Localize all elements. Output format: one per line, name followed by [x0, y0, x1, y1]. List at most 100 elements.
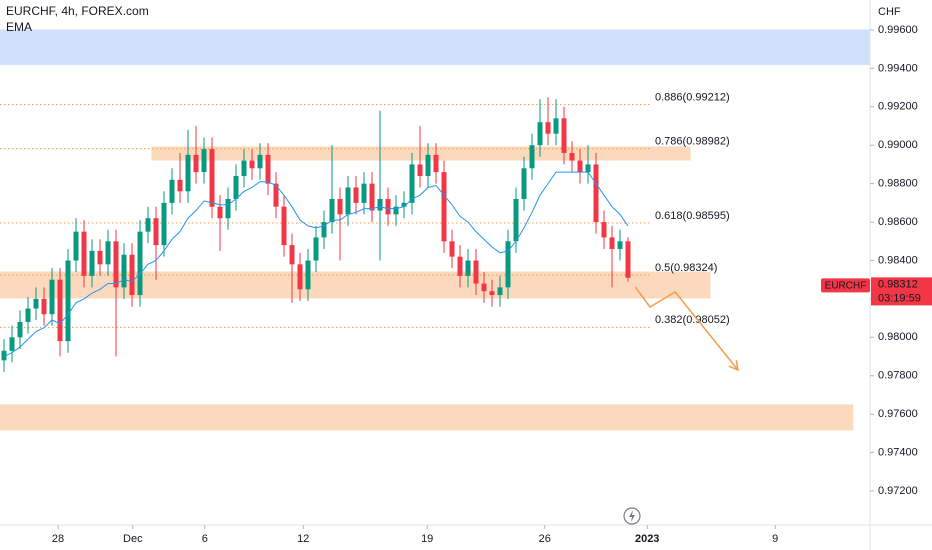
candle-body [521, 168, 527, 200]
candle-body [25, 308, 31, 322]
candle-body [537, 122, 543, 146]
candle-body [9, 337, 15, 351]
candle-body [561, 118, 567, 153]
candle-body [361, 183, 367, 203]
candle-body [145, 218, 151, 232]
candle-body [385, 199, 391, 215]
candle-body [313, 237, 319, 261]
y-tick-label: 0.99200 [878, 101, 918, 113]
candle-body [257, 154, 263, 169]
candle-body [185, 154, 191, 192]
candle-body [465, 260, 471, 276]
candle-body [273, 183, 279, 207]
candle-body [65, 260, 71, 342]
candle-body [441, 172, 447, 242]
candle-body [249, 160, 255, 169]
replay-icon[interactable] [623, 507, 641, 525]
candle-body [353, 187, 359, 203]
y-tick-label: 0.97200 [878, 485, 918, 497]
candle-body [593, 164, 599, 223]
candle-body [33, 298, 39, 309]
x-tick-label: 6 [202, 533, 208, 545]
candle-body [97, 250, 103, 265]
candle-body [281, 206, 287, 246]
projection-arrowhead [728, 360, 739, 372]
zone [0, 404, 854, 431]
candle-body [601, 222, 607, 238]
price-tag: 0.98312 [878, 278, 918, 290]
candle-body [529, 145, 535, 169]
candle-body [369, 183, 375, 211]
y-tick-label: 0.98400 [878, 254, 918, 266]
candle-body [201, 149, 207, 173]
candle-body [433, 154, 439, 173]
overlay [634, 286, 739, 372]
candle-body [305, 260, 311, 290]
x-tick-label: 12 [297, 533, 309, 545]
candle-body [473, 260, 479, 284]
symbol-tag-bg [821, 278, 870, 293]
y-tick-label: 0.99400 [878, 62, 918, 74]
x-tick-label: 2023 [635, 533, 659, 545]
fib-label: 0.382(0.98052) [655, 314, 730, 326]
candle-body [569, 152, 575, 161]
candle-body [289, 245, 295, 265]
candle-body [321, 222, 327, 238]
candle-body [297, 264, 303, 290]
candle-body [129, 254, 135, 296]
candle-body [625, 241, 631, 278]
candle-body [417, 164, 423, 176]
candle-body [209, 149, 215, 207]
y-axis-label: CHF [878, 6, 901, 18]
candle-body [17, 321, 23, 338]
x-tick-label: 9 [772, 533, 778, 545]
candle-body [553, 118, 559, 134]
candle-body [217, 206, 223, 219]
candle-body [457, 256, 463, 276]
candle-body [41, 298, 47, 315]
candle-body [577, 160, 583, 173]
fib-label: 0.618(0.98595) [655, 210, 730, 222]
candle-body [329, 199, 335, 223]
chart-title: EURCHF, 4h, FOREX.com [6, 4, 149, 18]
candle-body [1, 350, 7, 361]
y-tick-label: 0.97800 [878, 370, 918, 382]
candle-body [489, 291, 495, 296]
candle-body [121, 254, 127, 288]
symbol-tag: EURCHF [825, 281, 867, 292]
icon-bolt[interactable] [629, 510, 635, 522]
candle-body [449, 241, 455, 257]
candle-body [609, 237, 615, 249]
y-tick-label: 0.97400 [878, 446, 918, 458]
x-tick-label: 28 [52, 533, 64, 545]
zone [0, 29, 871, 66]
candle-body [337, 199, 343, 215]
countdown: 03:19:59 [878, 292, 921, 304]
candle-body [393, 206, 399, 215]
candle-body [545, 122, 551, 134]
y-tick-label: 0.99000 [878, 139, 918, 151]
y-tick-label: 0.98000 [878, 331, 918, 343]
y-tick-label: 0.99600 [878, 24, 918, 36]
candle-body [265, 154, 271, 184]
x-tick-label: 19 [421, 533, 433, 545]
fib-label: 0.886(0.99212) [655, 91, 730, 103]
candle-body [513, 199, 519, 242]
candle-body [73, 231, 79, 261]
candle-body [177, 179, 183, 192]
candle-body [153, 218, 159, 246]
candle-body [345, 187, 351, 215]
y-tick-label: 0.98600 [878, 216, 918, 228]
candle-body [497, 287, 503, 296]
indicator-label: EMA [6, 20, 32, 34]
candle-body [225, 199, 231, 219]
candle-body [113, 241, 119, 288]
projection-path [634, 286, 739, 371]
candle-body [105, 241, 111, 265]
ema-line [3, 171, 629, 357]
y-tick-label: 0.97600 [878, 408, 918, 420]
fib-label: 0.5(0.98324) [655, 262, 717, 274]
candle-body [585, 164, 591, 173]
candle-body [169, 179, 175, 203]
